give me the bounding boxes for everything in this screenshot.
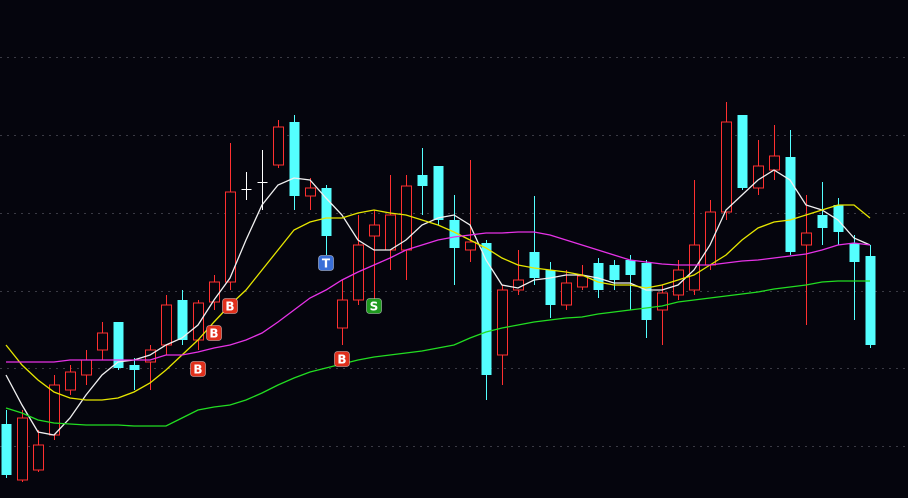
signal-marker: B	[190, 361, 206, 377]
candle-body	[113, 322, 124, 368]
candle-body	[705, 211, 716, 266]
candle-body	[33, 444, 44, 471]
candle-body	[545, 270, 556, 305]
candle-body	[449, 220, 460, 248]
candle-body	[193, 302, 204, 341]
signal-badge	[334, 351, 350, 367]
candle-body	[817, 215, 828, 228]
signal-marker: B	[206, 325, 222, 341]
candle-body	[177, 300, 188, 340]
signal-marker: B	[334, 351, 350, 367]
candle-body	[737, 115, 748, 188]
signal-badge	[366, 298, 382, 314]
candle-body	[417, 175, 428, 186]
signal-label: S	[370, 300, 379, 314]
candle-body	[641, 263, 652, 320]
signal-label: B	[209, 327, 218, 341]
candle-body	[433, 166, 444, 220]
candle-body	[593, 263, 604, 290]
signal-label: B	[225, 300, 234, 314]
candle-body	[609, 265, 620, 280]
candle-body	[161, 304, 172, 346]
signal-badge	[190, 361, 206, 377]
candle-body	[865, 256, 876, 345]
signal-badge	[222, 298, 238, 314]
signal-badge	[206, 325, 222, 341]
candle-body	[481, 243, 492, 375]
candle-body	[1, 424, 12, 475]
candle-body	[513, 279, 524, 291]
candle-body	[801, 232, 812, 246]
signal-marker: T	[318, 255, 334, 271]
candle-body	[65, 371, 76, 391]
candle-body	[721, 121, 732, 213]
candle-body	[337, 299, 348, 329]
candle-body	[225, 191, 236, 283]
candle-body	[849, 243, 860, 262]
candle-body	[305, 187, 316, 197]
signal-marker: S	[366, 298, 382, 314]
candle-body	[577, 275, 588, 288]
candle-body	[657, 292, 668, 311]
candle-body	[257, 182, 268, 183]
candle-body	[833, 205, 844, 232]
candle-body	[17, 417, 28, 481]
signal-badge	[318, 255, 334, 271]
moving-average-line	[5, 204, 871, 401]
candle-body	[785, 157, 796, 252]
candle-body	[369, 224, 380, 237]
candle-body	[689, 244, 700, 291]
signal-label: B	[337, 353, 346, 367]
candle-body	[465, 241, 476, 251]
candle-body	[81, 359, 92, 376]
signal-label: B	[193, 363, 202, 377]
candle-body	[497, 289, 508, 356]
candle-body	[129, 365, 140, 370]
candle-body	[97, 332, 108, 351]
candle-body	[273, 126, 284, 166]
candle-body	[321, 188, 332, 236]
candle-body	[385, 214, 396, 251]
signal-marker: B	[222, 298, 238, 314]
candle-body	[561, 282, 572, 306]
moving-average-line	[5, 169, 871, 436]
moving-average-line	[5, 280, 870, 427]
candle-body	[769, 155, 780, 171]
candle-body	[673, 269, 684, 296]
candle-body	[353, 244, 364, 301]
candle-body	[529, 252, 540, 278]
signal-label: T	[322, 257, 331, 271]
candle-body	[625, 260, 636, 275]
candle-body	[289, 122, 300, 196]
moving-average-line	[6, 231, 871, 363]
candle-body	[241, 189, 252, 190]
